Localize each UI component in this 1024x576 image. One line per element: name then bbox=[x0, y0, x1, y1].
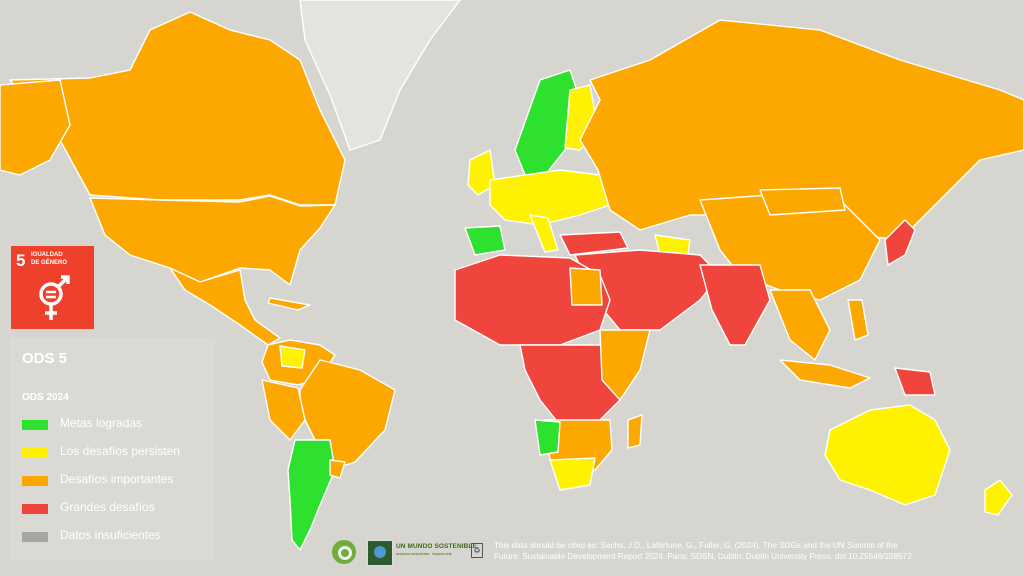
legend-swatch bbox=[22, 476, 48, 486]
legend-subtitle: ODS 2024 bbox=[22, 392, 69, 403]
data-citation: This data should be cited as: Sachs, J.D… bbox=[494, 540, 1014, 562]
legend-label: Desafíos importantes bbox=[60, 472, 174, 486]
region-japan bbox=[884, 219, 916, 266]
sdg-number: 5 bbox=[16, 251, 26, 270]
region-turkey bbox=[559, 231, 629, 256]
legend-item: Los desafíos persisten bbox=[22, 444, 180, 472]
region-mexico bbox=[169, 267, 281, 346]
legend-items: Metas logradas Los desafíos persisten De… bbox=[22, 416, 180, 556]
region-madagascar bbox=[627, 414, 643, 449]
legend-item: Desafíos importantes bbox=[22, 472, 180, 500]
greenland bbox=[299, 0, 461, 151]
region-australia bbox=[824, 404, 951, 506]
legend-title: ODS 5 bbox=[22, 350, 68, 367]
brand-block: UN MUNDO SOSTENIBLE acciones conscientes… bbox=[396, 543, 482, 556]
legend-item: Metas logradas bbox=[22, 416, 180, 444]
legend-swatch bbox=[22, 532, 48, 542]
legend-swatch bbox=[22, 448, 48, 458]
legend-label: Metas logradas bbox=[60, 416, 143, 430]
legend-item: Grandes desafíos bbox=[22, 500, 180, 528]
region-egypt bbox=[569, 267, 603, 306]
region-mongolia bbox=[759, 187, 846, 216]
region-namibia bbox=[534, 419, 561, 456]
region-uruguay bbox=[329, 459, 346, 479]
region-philippines bbox=[847, 299, 869, 341]
brand-tagline: acciones conscientes · impacto real bbox=[396, 552, 452, 556]
region-usa bbox=[89, 195, 336, 286]
region-venezuela-yellow bbox=[279, 345, 306, 369]
region-italy bbox=[529, 214, 559, 253]
region-png bbox=[894, 367, 936, 396]
region-peru bbox=[261, 379, 306, 441]
region-indonesia bbox=[779, 359, 871, 389]
legend-label: Los desafíos persisten bbox=[60, 444, 181, 458]
region-europe-west bbox=[489, 169, 611, 226]
sdg-title-line1: IGUALDAD bbox=[31, 252, 63, 258]
map-legend: ODS 5 ODS 2024 Metas logradas Los desafí… bbox=[10, 338, 215, 560]
legend-item: Datos insuficientes bbox=[22, 528, 180, 556]
sdg-title: IGUALDAD DE GÉNERO bbox=[31, 251, 86, 267]
region-southeast-asia bbox=[769, 289, 831, 361]
legend-label: Datos insuficientes bbox=[60, 528, 161, 542]
sdg-title-line2: DE GÉNERO bbox=[31, 260, 68, 266]
region-east-africa bbox=[599, 329, 651, 401]
un-mundo-sostenible-logo-icon bbox=[367, 540, 393, 566]
region-uk bbox=[467, 149, 496, 196]
region-new-zealand bbox=[984, 479, 1013, 516]
recycle-icon: ♻ bbox=[471, 543, 483, 558]
citation-line2: Future. Sustainable Development Report 2… bbox=[494, 552, 912, 561]
region-south-africa bbox=[549, 457, 596, 491]
gender-equality-icon bbox=[39, 275, 70, 320]
region-alaska bbox=[0, 79, 71, 176]
qgis-logo-icon bbox=[332, 540, 356, 564]
region-argentina bbox=[287, 439, 336, 551]
sdg5-badge: 5 IGUALDAD DE GÉNERO bbox=[11, 246, 94, 329]
legend-swatch bbox=[22, 420, 48, 430]
region-spain bbox=[464, 225, 506, 256]
brand-name: UN MUNDO SOSTENIBLE bbox=[396, 543, 477, 550]
legend-label: Grandes desafíos bbox=[60, 500, 155, 514]
region-cuba bbox=[267, 297, 311, 311]
legend-swatch bbox=[22, 504, 48, 514]
citation-line1: This data should be cited as: Sachs, J.D… bbox=[494, 541, 898, 550]
region-india bbox=[699, 264, 771, 346]
